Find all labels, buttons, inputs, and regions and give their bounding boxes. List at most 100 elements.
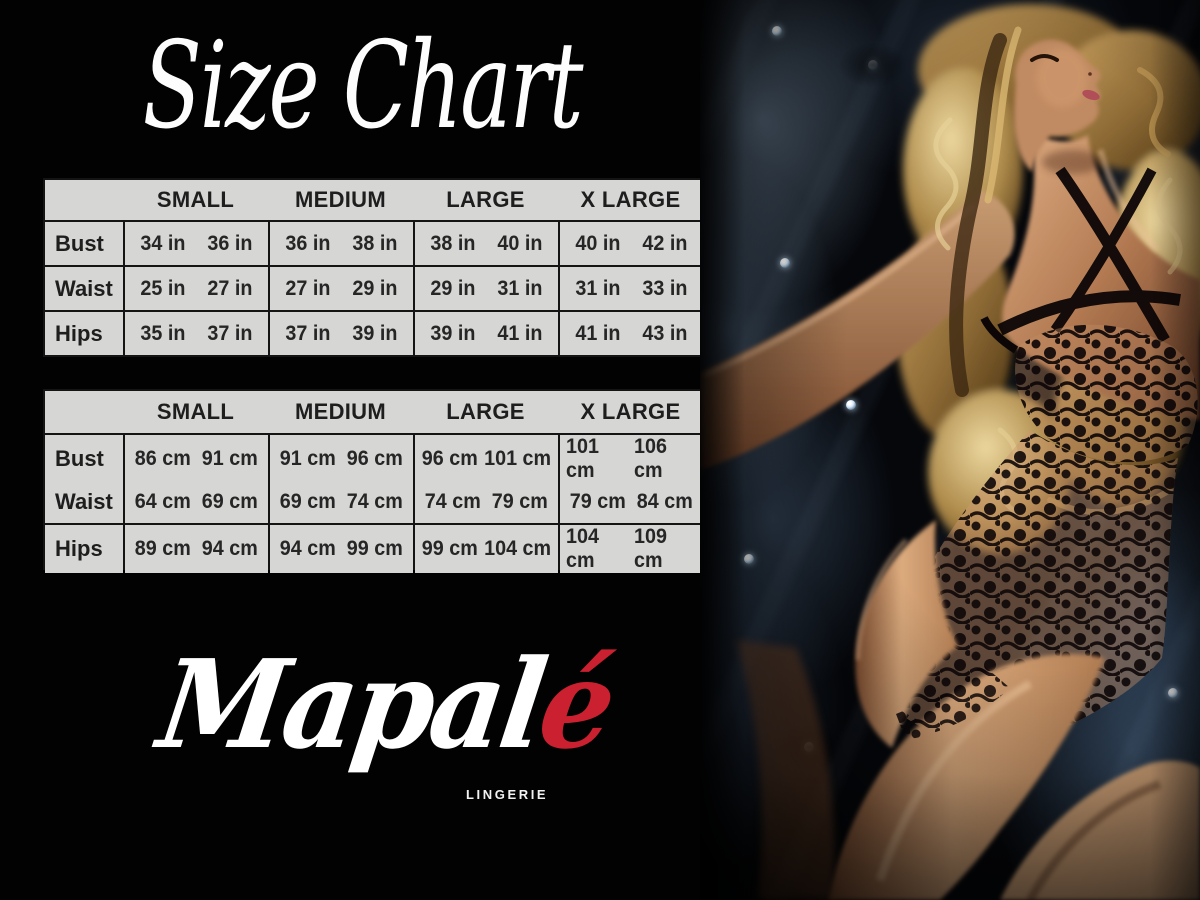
- table-row-waist: Waist 25 in 27 in 27 in 29 in 29 in 31 in 3…: [45, 267, 703, 310]
- table-row-waist: Waist 64 cm 69 cm 69 cm 74 cm 74 cm 79 cm 7…: [45, 480, 703, 523]
- size-value: 42 in: [642, 231, 688, 255]
- size-cell: 96 cm 101 cm: [415, 435, 558, 483]
- page-title: Size Chart: [142, 17, 584, 156]
- model-forearm: [736, 640, 835, 900]
- size-cell: 29 in 31 in: [415, 267, 558, 310]
- size-cell: 39 in 41 in: [415, 312, 558, 355]
- size-cell: 25 in 27 in: [125, 267, 268, 310]
- model-nostril: [1088, 72, 1092, 76]
- size-cell: 64 cm 69 cm: [125, 480, 268, 523]
- brand-logo: Mapalé LINGERIE: [148, 632, 621, 820]
- size-value: 99 cm: [421, 537, 478, 560]
- column-header-small: SMALL: [123, 391, 268, 433]
- size-value: 37 in: [285, 321, 331, 345]
- size-value: 104 cm: [566, 525, 599, 572]
- size-value: 35 in: [140, 321, 186, 345]
- size-value: 69 cm: [279, 489, 336, 513]
- size-value: 101 cm: [483, 447, 551, 470]
- table-row-bust: Bust 86 cm 91 cm 91 cm 96 cm 96 cm 101 cm 1…: [45, 435, 703, 483]
- row-label: Waist: [45, 480, 123, 523]
- size-cell: 74 cm 79 cm: [415, 480, 558, 523]
- table-row-hips: Hips 35 in 37 in 37 in 39 in 39 in 41 in 41…: [45, 312, 703, 355]
- size-value: 37 in: [207, 321, 253, 345]
- table-row-hips: Hips 89 cm 94 cm 94 cm 99 cm 99 cm 104 cm 1…: [45, 525, 703, 573]
- size-value: 84 cm: [637, 489, 694, 513]
- size-value: 106 cm: [633, 435, 667, 482]
- size-value: 38 in: [352, 231, 398, 255]
- size-cell: 101 cm 106 cm: [560, 435, 703, 483]
- size-value: 33 in: [642, 276, 688, 300]
- size-cell: 91 cm 96 cm: [270, 435, 413, 483]
- size-cell: 94 cm 99 cm: [270, 525, 413, 573]
- size-value: 74 cm: [347, 489, 404, 513]
- size-cell: 86 cm 91 cm: [125, 435, 268, 483]
- size-value: 34 in: [140, 231, 186, 255]
- size-cell: 104 cm 109 cm: [560, 525, 703, 573]
- row-label: Hips: [45, 312, 123, 355]
- size-value: 29 in: [430, 276, 476, 300]
- size-cell: 89 cm 94 cm: [125, 525, 268, 573]
- size-value: 25 in: [140, 276, 186, 300]
- size-value: 43 in: [642, 321, 688, 345]
- size-value: 99 cm: [347, 537, 404, 560]
- size-cell: 79 cm 84 cm: [560, 480, 703, 523]
- size-cell: 40 in 42 in: [560, 222, 703, 265]
- size-value: 40 in: [575, 231, 621, 255]
- size-value: 27 in: [285, 276, 331, 300]
- size-value: 94 cm: [202, 537, 259, 560]
- size-value: 40 in: [497, 231, 543, 255]
- size-table-centimeters: SMALL MEDIUM LARGE X LARGE Bust 86 cm 91 …: [43, 389, 705, 573]
- size-value: 96 cm: [347, 447, 404, 470]
- size-value: 27 in: [207, 276, 253, 300]
- model-photo: [700, 0, 1200, 900]
- size-cell: 99 cm 104 cm: [415, 525, 558, 573]
- corner-cell: [45, 391, 123, 433]
- size-value: 91 cm: [279, 447, 336, 470]
- corner-cell: [45, 180, 123, 220]
- table-header-row: SMALL MEDIUM LARGE X LARGE: [45, 180, 703, 220]
- size-table-inches: SMALL MEDIUM LARGE X LARGE Bust 34 in 36 …: [43, 178, 705, 357]
- size-value: 39 in: [352, 321, 398, 345]
- size-value: 29 in: [352, 276, 398, 300]
- brand-tagline: LINGERIE: [466, 787, 549, 802]
- size-value: 86 cm: [134, 447, 191, 470]
- size-cell: 36 in 38 in: [270, 222, 413, 265]
- row-label: Bust: [45, 435, 123, 483]
- column-header-large: LARGE: [413, 391, 558, 433]
- size-value: 36 in: [285, 231, 331, 255]
- size-value: 94 cm: [279, 537, 336, 560]
- row-label: Bust: [45, 222, 123, 265]
- table-row-bust: Bust 34 in 36 in 36 in 38 in 38 in 40 in 40…: [45, 222, 703, 265]
- size-value: 96 cm: [421, 447, 478, 470]
- size-value: 79 cm: [492, 489, 549, 513]
- size-value: 104 cm: [483, 537, 551, 560]
- column-header-medium: MEDIUM: [268, 391, 413, 433]
- size-value: 109 cm: [633, 525, 667, 572]
- size-value: 38 in: [430, 231, 476, 255]
- column-header-small: SMALL: [123, 180, 268, 220]
- size-value: 41 in: [497, 321, 543, 345]
- size-value: 64 cm: [134, 489, 191, 513]
- model-illustration: [700, 4, 1200, 900]
- size-value: 31 in: [497, 276, 543, 300]
- size-value: 101 cm: [566, 435, 599, 482]
- row-label: Hips: [45, 525, 123, 573]
- size-cell: 69 cm 74 cm: [270, 480, 413, 523]
- brand-name: Mapal: [150, 632, 552, 776]
- size-value: 74 cm: [424, 489, 481, 513]
- column-header-medium: MEDIUM: [268, 180, 413, 220]
- size-value: 41 in: [575, 321, 621, 345]
- brand-wordmark: Mapalé: [151, 632, 621, 776]
- size-value: 31 in: [575, 276, 621, 300]
- model-jaw-shadow: [1042, 150, 1102, 174]
- size-cell: 34 in 36 in: [125, 222, 268, 265]
- size-cell: 31 in 33 in: [560, 267, 703, 310]
- size-value: 89 cm: [134, 537, 191, 560]
- size-cell: 38 in 40 in: [415, 222, 558, 265]
- size-cell: 37 in 39 in: [270, 312, 413, 355]
- column-header-xlarge: X LARGE: [558, 391, 703, 433]
- column-header-large: LARGE: [413, 180, 558, 220]
- size-value: 36 in: [207, 231, 253, 255]
- row-label: Waist: [45, 267, 123, 310]
